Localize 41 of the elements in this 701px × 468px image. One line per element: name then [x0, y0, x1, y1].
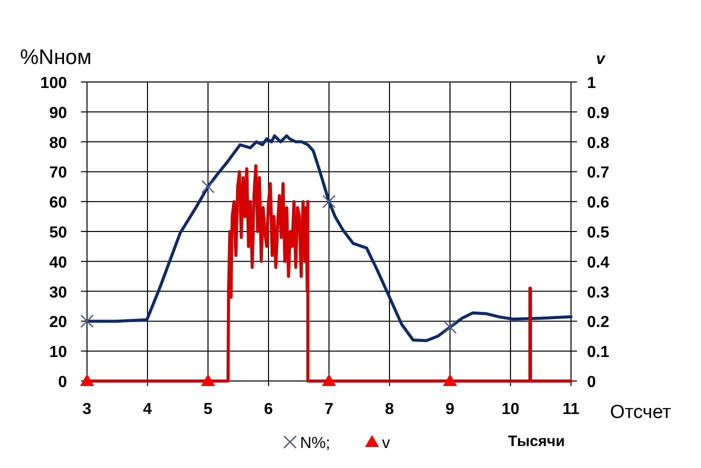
x-tick-label: 3	[82, 401, 92, 418]
y2-tick-label: 0.2	[587, 314, 610, 332]
x-tick-label: 5	[204, 401, 213, 418]
x-tick-label: 10	[502, 401, 520, 418]
y-tick-label: 100	[40, 75, 68, 92]
legend-label: v	[382, 435, 390, 452]
y-tick-label: 80	[49, 134, 68, 152]
y-tick-label: 20	[49, 314, 68, 332]
y2-tick-label: 0	[587, 374, 596, 391]
y-tick-label: 10	[49, 344, 68, 362]
y2-tick-label: 0.1	[587, 344, 610, 362]
legend-label: N%;	[300, 435, 330, 452]
y2-tick-label: 0.7	[587, 164, 610, 182]
y-tick-label: 0	[58, 374, 68, 391]
x-tick-label: 8	[385, 401, 394, 418]
y-tick-label: 60	[49, 194, 68, 212]
x-tick-label: 11	[562, 401, 580, 418]
x-tick-label: 9	[446, 401, 455, 418]
y-tick-label: 30	[49, 284, 68, 302]
y2-tick-label: 0.9	[587, 104, 610, 122]
y-tick-label: 40	[49, 254, 68, 272]
point	[201, 180, 215, 194]
y2-tick-label: 0.8	[587, 134, 610, 152]
point	[443, 320, 457, 334]
point	[80, 314, 94, 328]
point	[322, 194, 336, 208]
x-tick-label: 4	[143, 401, 152, 418]
y-tick-label: 50	[49, 224, 68, 242]
x-tick-label: 6	[264, 401, 274, 418]
y2-tick-label: 0.5	[587, 224, 610, 242]
y2-tick-label: 1	[587, 75, 596, 92]
x-tick-label: 7	[324, 401, 334, 418]
y2-tick-label: 0.4	[587, 254, 610, 272]
y2-axis-title: v	[596, 51, 606, 68]
text: Тысячи	[508, 433, 565, 450]
y2-tick-label: 0.6	[587, 194, 610, 212]
y-tick-label: 90	[49, 104, 68, 122]
x-axis-title: Отсчет	[610, 402, 672, 423]
y-axis-title: %Nном	[20, 46, 92, 69]
y2-tick-label: 0.3	[587, 284, 610, 302]
y-tick-label: 70	[49, 164, 68, 182]
